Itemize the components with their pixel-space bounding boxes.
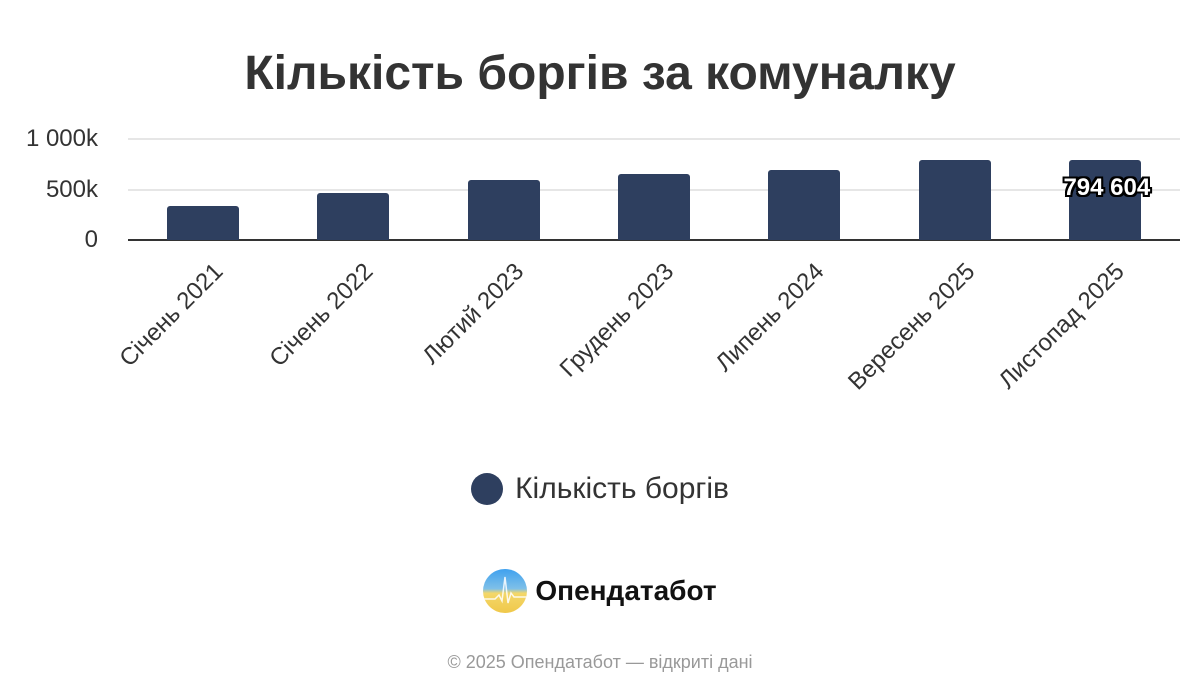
legend-marker-icon xyxy=(471,473,504,505)
bar[interactable] xyxy=(317,192,390,240)
bar[interactable] xyxy=(618,174,691,240)
x-tick-label: Листопад 2025 xyxy=(993,258,1130,395)
y-tick-label: 500k xyxy=(45,175,98,203)
opendatabot-logo-icon xyxy=(483,569,528,613)
y-tick-label: 1 000k xyxy=(25,125,98,152)
gridline xyxy=(128,138,1180,140)
x-tick-label: Січень 2021 xyxy=(114,258,229,373)
x-tick-label: Грудень 2023 xyxy=(554,258,680,383)
legend-label: Кількість боргів xyxy=(515,472,729,505)
bar[interactable] xyxy=(467,180,540,240)
chart-title: Кількість боргів за комуналку xyxy=(244,47,956,100)
x-tick-label: Січень 2022 xyxy=(264,258,379,373)
data-label: 794 604 xyxy=(1063,174,1151,201)
x-tick-label: Лютий 2023 xyxy=(417,258,529,370)
footer-copyright: © 2025 Опендатабот — відкриті дані xyxy=(447,652,753,672)
bar[interactable] xyxy=(1068,159,1141,240)
y-tick-label: 0 xyxy=(84,226,98,253)
bar[interactable] xyxy=(768,170,841,240)
brand-name: Опендатабот xyxy=(535,575,717,606)
x-tick-label: Липень 2024 xyxy=(710,258,830,378)
brand: Опендатабот xyxy=(0,569,1200,613)
x-axis-line xyxy=(128,239,1180,241)
bar[interactable] xyxy=(167,206,240,240)
legend[interactable]: Кількість боргів xyxy=(0,472,1200,506)
x-tick-label: Вересень 2025 xyxy=(842,258,980,396)
bar[interactable] xyxy=(918,160,991,240)
